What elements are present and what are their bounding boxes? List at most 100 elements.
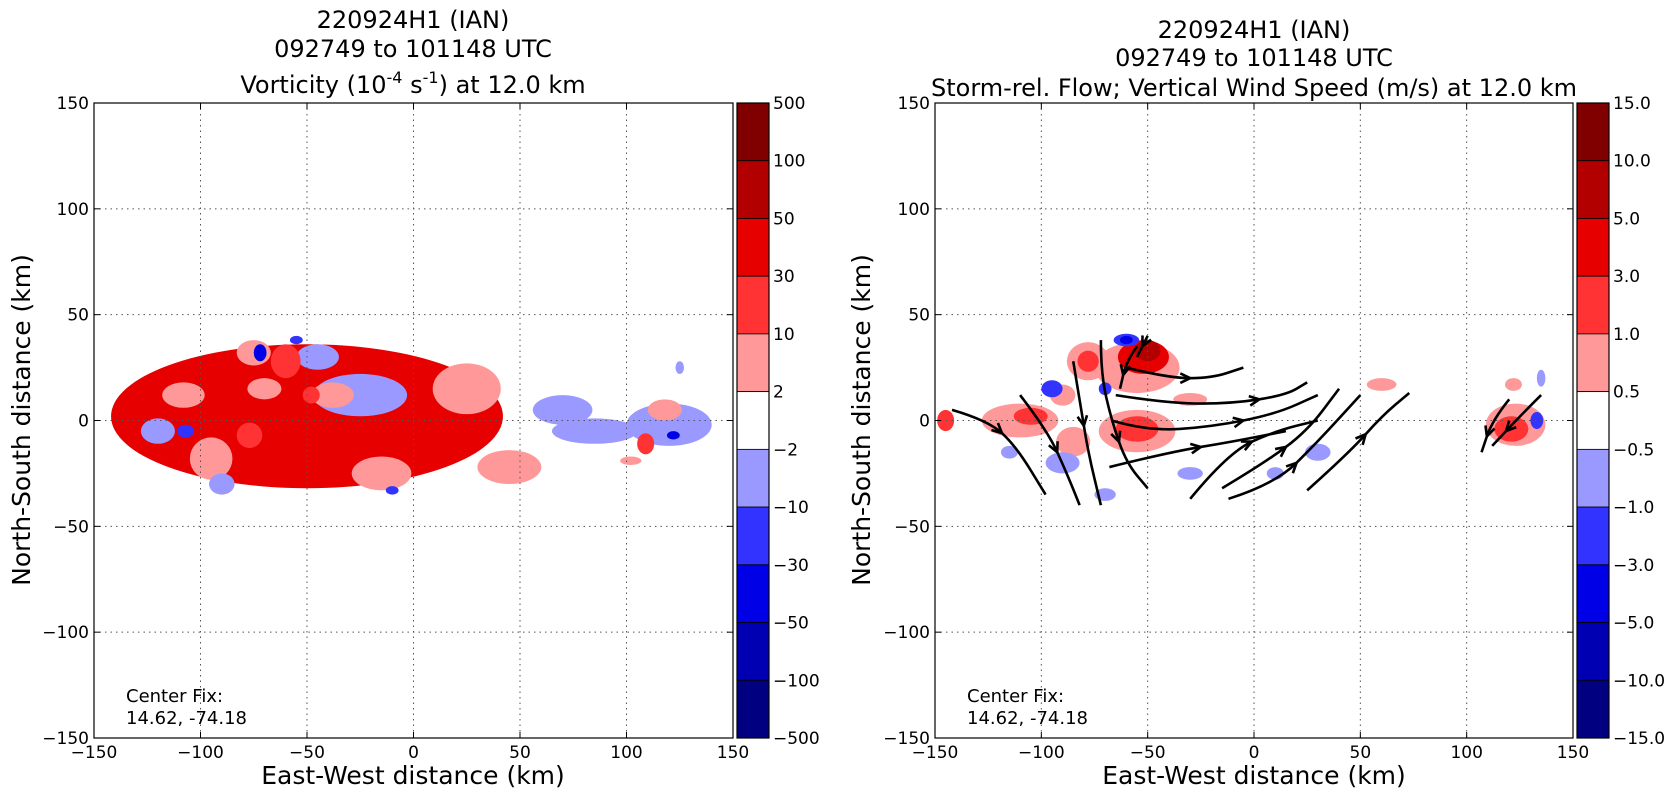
colorbar-swatch — [736, 102, 770, 162]
left-colorbar: 500 100 50 30 10 2 −2 −10 −30 −50 −100 −500 — [736, 94, 820, 749]
y-tick-label: 100 — [57, 200, 89, 220]
streamline-arrowhead — [1503, 420, 1517, 434]
y-tick-label: 150 — [898, 94, 930, 114]
contour-region — [1504, 378, 1522, 391]
contour-region — [647, 399, 682, 421]
contour-region — [551, 418, 638, 444]
left-title-line2: 092749 to 101148 UTC — [274, 35, 552, 63]
colorbar-tick-label: −0.5 — [1613, 440, 1654, 460]
streamline-arrowhead — [1274, 445, 1289, 458]
contour-region — [351, 456, 412, 491]
colorbar-swatch — [736, 679, 770, 739]
y-tick-label: −150 — [883, 729, 930, 749]
contour-region — [666, 431, 680, 440]
colorbar-tick-label: 2 — [773, 383, 784, 403]
colorbar-swatch — [736, 448, 770, 508]
streamline-arrowhead — [1179, 372, 1194, 385]
colorbar-tick-label: −3.0 — [1613, 556, 1654, 576]
contour-region — [1000, 445, 1018, 459]
contour-region — [270, 344, 301, 379]
contour-region — [289, 335, 303, 345]
streamline-arrowhead — [1189, 442, 1204, 455]
x-tick-label: −150 — [71, 743, 118, 763]
y-tick-label: −150 — [42, 729, 89, 749]
contour-region — [675, 361, 685, 374]
contour-region — [1056, 426, 1091, 457]
contour-region — [140, 418, 175, 444]
colorbar-tick-label: 500 — [773, 94, 805, 114]
streamline — [1115, 381, 1308, 405]
colorbar-tick-label: −1.0 — [1613, 498, 1654, 518]
colorbar-swatch — [1576, 218, 1610, 277]
left-grid — [94, 103, 733, 738]
colorbar-tick-label: −10.0 — [1613, 671, 1665, 691]
left-title-line1: 220924H1 (IAN) — [317, 6, 510, 34]
contour-region — [177, 424, 195, 438]
contour-region — [296, 344, 339, 370]
streamline-arrowhead — [1110, 430, 1122, 445]
colorbar-tick-label: −100 — [773, 671, 820, 691]
right-y-axis-label: North-South distance (km) — [847, 254, 876, 586]
y-tick-label: 50 — [908, 306, 930, 326]
streamline — [1111, 393, 1319, 431]
left-y-ticks: −150 −100 −50 0 50 100 150 — [42, 94, 733, 749]
streamline-arrowhead — [1048, 441, 1059, 455]
streamline-arrowhead — [1285, 460, 1299, 474]
streamline — [1099, 340, 1149, 490]
colorbar-tick-label: −500 — [773, 729, 820, 749]
left-x-ticks: −150 −100 −50 0 50 100 150 — [71, 103, 749, 763]
right-annotation-line2: 14.62, -74.18 — [967, 708, 1088, 729]
right-streamlines — [951, 335, 1543, 506]
colorbar-swatch — [736, 622, 770, 681]
right-title-line3: Storm-rel. Flow; Vertical Wind Speed (m/… — [931, 74, 1577, 102]
contour-region — [311, 382, 354, 408]
left-annotation-line1: Center Fix: — [126, 686, 223, 707]
x-tick-label: 100 — [610, 743, 642, 763]
colorbar-tick-label: 30 — [773, 267, 795, 287]
colorbar-tick-label: −5.0 — [1613, 614, 1654, 634]
streamline-arrowhead — [1141, 335, 1152, 350]
left-title-line3: Vorticity (10-4 s-1) at 12.0 km — [240, 68, 585, 99]
colorbar-tick-label: 0.5 — [1613, 383, 1640, 403]
streamline-arrowhead — [1484, 425, 1496, 440]
streamline-arrowhead — [1232, 416, 1247, 429]
streamline-arrowhead — [1119, 363, 1132, 378]
colorbar-swatch — [736, 333, 770, 393]
left-x-axis-label: East-West distance (km) — [261, 761, 565, 790]
colorbar-swatch — [736, 218, 770, 277]
x-tick-label: 50 — [509, 743, 531, 763]
colorbar-tick-label: 10.0 — [1613, 152, 1651, 172]
x-tick-label: −100 — [1018, 743, 1065, 763]
colorbar-tick-label: 1.0 — [1613, 325, 1640, 345]
contour-region — [1177, 467, 1203, 480]
colorbar-swatch — [1576, 564, 1610, 623]
colorbar-tick-label: 10 — [773, 325, 795, 345]
x-tick-label: −50 — [289, 743, 325, 763]
contour-region — [236, 422, 263, 449]
contour-region — [1366, 378, 1397, 391]
colorbar-tick-label: 3.0 — [1613, 267, 1640, 287]
right-title-line2: 092749 to 101148 UTC — [1115, 44, 1393, 72]
y-tick-label: 150 — [57, 94, 89, 114]
x-tick-label: −100 — [177, 743, 224, 763]
colorbar-frame — [736, 102, 770, 739]
contour-region — [1120, 335, 1133, 345]
contour-region — [937, 409, 955, 432]
contour-region — [637, 433, 655, 455]
colorbar-swatch — [1576, 391, 1610, 450]
colorbar-swatch — [1576, 679, 1610, 739]
colorbar-tick-label: 50 — [773, 209, 795, 229]
right-grid — [935, 103, 1573, 738]
y-tick-label: −100 — [883, 623, 930, 643]
colorbar-tick-label: −30 — [773, 556, 809, 576]
colorbar-tick-label: 100 — [773, 152, 805, 172]
colorbar-tick-label: −2 — [773, 440, 798, 460]
streamline-arrowhead — [1248, 394, 1263, 407]
contour-region — [1530, 412, 1544, 429]
contour-region — [477, 450, 542, 485]
colorbar-swatch — [1576, 102, 1610, 162]
y-tick-label: 0 — [919, 412, 930, 432]
right-x-axis-label: East-West distance (km) — [1102, 761, 1406, 790]
contour-region — [209, 473, 235, 495]
y-tick-label: −50 — [894, 517, 930, 537]
